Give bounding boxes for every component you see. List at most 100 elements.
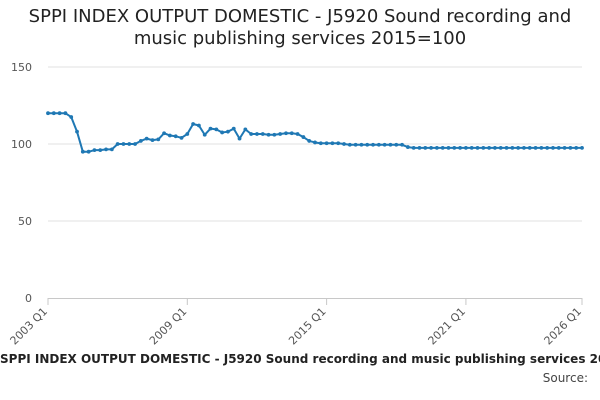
chart-caption: SPPI INDEX OUTPUT DOMESTIC - J5920 Sound…: [0, 352, 600, 366]
data-point: [80, 149, 85, 154]
data-point: [185, 132, 190, 136]
data-point: [167, 133, 172, 138]
data-point: [330, 141, 335, 146]
data-point: [411, 145, 416, 150]
data-point: [313, 140, 317, 145]
data-point: [551, 145, 555, 150]
data-point: [278, 132, 283, 136]
data-point: [324, 141, 329, 146]
data-point: [353, 142, 358, 147]
data-point: [63, 111, 68, 116]
data-point: [57, 111, 62, 116]
y-tick-label: 0: [25, 292, 32, 305]
data-point: [231, 126, 236, 131]
x-tick-label: 2021 Q1: [425, 305, 468, 348]
data-point: [417, 145, 422, 150]
data-point: [336, 141, 341, 146]
data-point: [173, 134, 178, 139]
series-points: [46, 111, 584, 154]
series-line-path: [48, 112, 582, 153]
data-point: [522, 145, 526, 150]
data-point: [179, 135, 184, 140]
data-point: [191, 122, 196, 126]
data-point: [405, 145, 410, 149]
data-point: [464, 145, 468, 150]
data-point: [388, 142, 393, 147]
x-axis: [47, 298, 583, 305]
x-tick-label: 2026 Q1: [542, 305, 585, 348]
data-point: [568, 145, 573, 150]
data-point: [498, 145, 503, 150]
data-point: [260, 132, 265, 136]
series-line: [48, 112, 582, 153]
data-point: [469, 145, 474, 150]
data-point: [51, 111, 56, 116]
data-point: [301, 135, 306, 139]
x-tick-label: 2015 Q1: [286, 305, 329, 348]
data-point: [376, 142, 381, 147]
data-point: [458, 145, 463, 150]
data-point: [429, 145, 433, 150]
data-point: [574, 145, 579, 150]
data-point: [237, 136, 242, 141]
data-point: [400, 142, 404, 147]
y-axis-tick-labels: 0 50 100 150: [11, 61, 32, 305]
data-point: [104, 147, 108, 152]
data-point: [266, 132, 271, 137]
data-point: [92, 148, 97, 153]
data-point: [562, 145, 567, 150]
data-point: [289, 131, 294, 136]
data-point: [144, 136, 149, 141]
data-point: [510, 145, 515, 150]
data-point: [382, 142, 387, 147]
x-tick-label: 2009 Q1: [147, 305, 190, 348]
data-point: [504, 145, 509, 150]
data-point: [556, 145, 561, 150]
data-point: [516, 145, 521, 150]
data-point: [208, 126, 213, 131]
data-point: [307, 139, 312, 143]
data-point: [202, 132, 207, 137]
data-point: [86, 149, 91, 154]
data-point: [150, 138, 155, 143]
data-point: [347, 142, 352, 147]
x-tick-label: 2003 Q1: [8, 305, 51, 348]
data-point: [255, 132, 259, 136]
data-point: [46, 111, 50, 116]
data-point: [138, 139, 143, 143]
data-point: [284, 131, 288, 136]
data-point: [318, 141, 323, 146]
y-tick-label: 150: [11, 61, 32, 74]
data-point: [98, 148, 103, 153]
data-point: [545, 145, 550, 150]
data-point: [371, 142, 375, 147]
data-point: [481, 145, 486, 150]
data-point: [226, 129, 230, 134]
data-point: [487, 145, 492, 150]
data-point: [156, 137, 161, 142]
data-point: [452, 145, 457, 150]
data-point: [162, 131, 166, 136]
data-point: [243, 127, 248, 132]
data-point: [75, 129, 79, 134]
data-point: [127, 142, 132, 146]
data-point: [133, 142, 137, 146]
data-point: [527, 145, 532, 150]
data-point: [440, 145, 445, 150]
data-point: [272, 132, 277, 137]
data-point: [115, 142, 120, 146]
data-point: [342, 142, 346, 146]
y-tick-label: 50: [18, 215, 32, 228]
data-point: [359, 142, 364, 147]
data-point: [109, 147, 114, 152]
data-point: [533, 145, 538, 150]
chart-title: SPPI INDEX OUTPUT DOMESTIC - J5920 Sound…: [28, 6, 572, 49]
data-point: [475, 145, 480, 150]
data-point: [394, 142, 399, 147]
data-point: [249, 132, 254, 136]
data-point: [423, 145, 428, 150]
data-point: [434, 145, 439, 150]
data-point: [69, 115, 74, 119]
data-point: [214, 127, 219, 132]
